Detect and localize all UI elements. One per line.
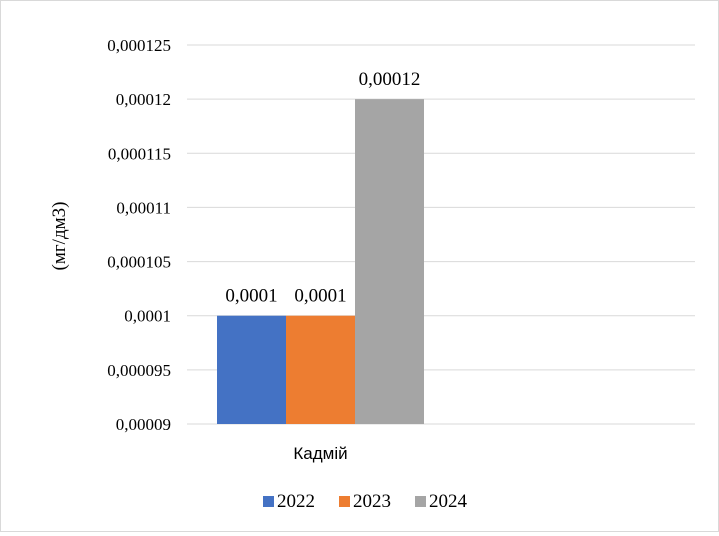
y-axis-title: (мг/дм3): [49, 202, 70, 271]
legend: 2022 2023 2024: [263, 491, 468, 512]
legend-item-2023: 2023: [339, 491, 391, 512]
legend-label: 2022: [277, 491, 315, 512]
category-label: Кадмій: [293, 444, 347, 463]
bar-2022: [217, 315, 286, 424]
bar-2024: [355, 99, 424, 425]
legend-swatch: [263, 496, 274, 507]
legend-swatch: [339, 496, 350, 507]
category-labels: Кадмій: [293, 444, 347, 463]
data-label-2022: 0,0001: [225, 286, 277, 307]
legend-swatch: [415, 496, 426, 507]
data-labels: 0,0001 0,0001 0,00012: [225, 69, 420, 307]
y-tick-label: 0,000095: [107, 361, 171, 380]
legend-item-2022: 2022: [263, 491, 315, 512]
y-axis-ticks: 0,00009 0,000095 0,0001 0,000105 0,00011 0,00…: [107, 36, 171, 434]
y-tick-label: 0,00012: [116, 90, 171, 109]
legend-label: 2023: [353, 491, 391, 512]
legend-label: 2024: [429, 491, 468, 512]
y-tick-label: 0,00011: [116, 198, 171, 217]
legend-item-2024: 2024: [415, 491, 468, 512]
y-tick-label: 0,000115: [108, 144, 171, 163]
y-tick-label: 0,0001: [124, 307, 171, 326]
bars: [217, 99, 424, 425]
data-label-2024: 0,00012: [359, 69, 421, 90]
data-label-2023: 0,0001: [294, 286, 346, 307]
y-tick-label: 0,000105: [107, 253, 171, 272]
y-tick-label: 0,00009: [116, 415, 171, 434]
y-tick-label: 0,000125: [107, 36, 171, 55]
bar-2023: [286, 315, 355, 424]
